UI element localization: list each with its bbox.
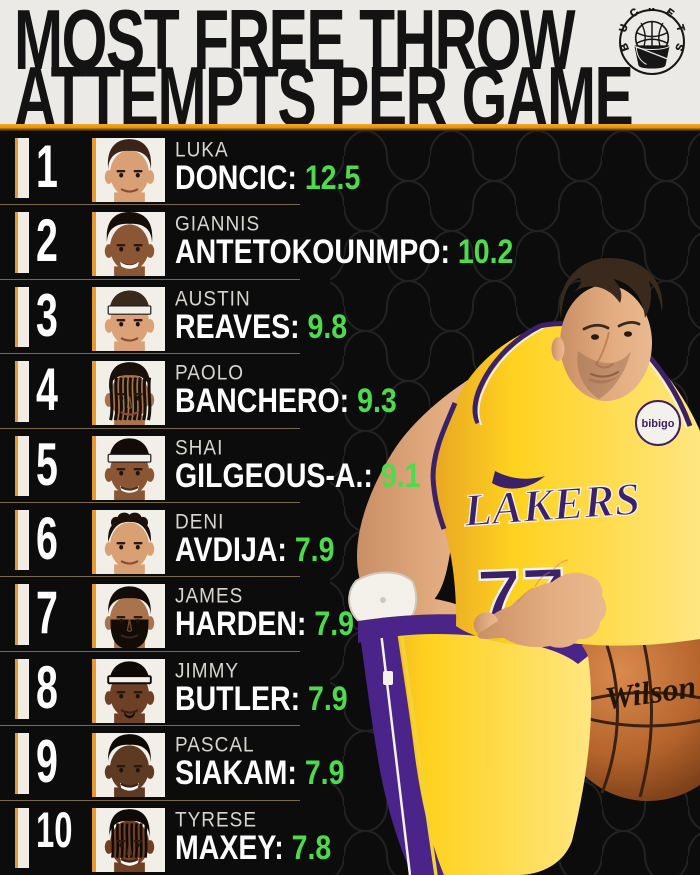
svg-text:T: T xyxy=(673,23,686,33)
svg-text:U: U xyxy=(618,23,631,34)
svg-text:K: K xyxy=(648,8,656,14)
